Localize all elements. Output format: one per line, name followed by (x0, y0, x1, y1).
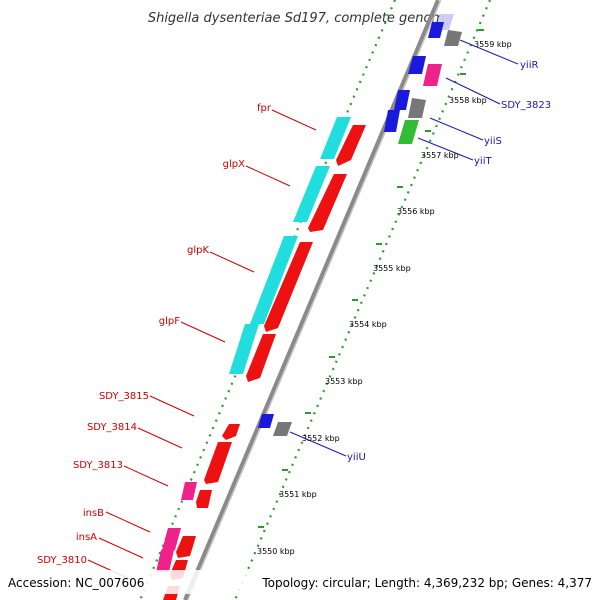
gene-yiiT-green[interactable] (398, 120, 419, 144)
gene-label-SDY_3814[interactable]: SDY_3814 (87, 422, 137, 433)
gene-label-glpF[interactable]: glpF (159, 316, 180, 327)
gene-insA-pink[interactable] (156, 550, 174, 572)
gene-fpr-red[interactable] (336, 125, 366, 166)
gene-yiiT-blue[interactable] (384, 110, 400, 132)
scale-label-3551: 3551 kbp (279, 490, 317, 499)
gene-yiiU-grey[interactable] (273, 422, 292, 436)
gene-yiiR-blue[interactable] (408, 56, 426, 74)
gene-SDY_3823-pink[interactable] (423, 64, 442, 86)
scale-label-3556: 3556 kbp (397, 207, 435, 216)
gene-insB-red[interactable] (176, 536, 196, 558)
gene-glpF-red[interactable] (246, 334, 276, 382)
scale-label-3550: 3550 kbp (257, 547, 295, 556)
gene-SDY_3813-red[interactable] (196, 490, 212, 508)
gene-SDY_3814[interactable] (204, 442, 232, 484)
gene-label-insA[interactable]: insA (76, 532, 97, 543)
genome-title: Shigella dysenteriae Sd197, complete gen… (148, 11, 452, 26)
gene-label-insB[interactable]: insB (83, 508, 104, 519)
scale-label-3553: 3553 kbp (325, 377, 363, 386)
gene-label-SDY_3813[interactable]: SDY_3813 (73, 460, 123, 471)
genome-backbone (183, 0, 440, 600)
gene-fpr-cyan[interactable] (320, 117, 351, 159)
scale-label-3557: 3557 kbp (421, 151, 459, 160)
gene-insB-pink[interactable] (162, 528, 181, 550)
gene-glpF-cyan[interactable] (229, 324, 259, 374)
gene-yiiS-grey[interactable] (408, 98, 426, 118)
leader-lines-left (87, 109, 317, 581)
gene-glpX-red[interactable] (308, 174, 347, 232)
gene-yiiU-blue[interactable] (258, 414, 274, 428)
scale-label-3559: 3559 kbp (474, 40, 512, 49)
gene-label-yiiS[interactable]: yiiS (484, 136, 502, 147)
gene-glpK-cyan[interactable] (250, 236, 298, 324)
gene-label-glpX[interactable]: glpX (223, 159, 245, 170)
scale-label-3558: 3558 kbp (449, 96, 487, 105)
gene-label-yiiR[interactable]: yiiR (520, 60, 538, 71)
scale-label-3555: 3555 kbp (373, 264, 411, 273)
scale-label-3552: 3552 kbp (302, 434, 340, 443)
gene-SDY_3815[interactable] (222, 424, 240, 440)
gene-label-yiiU[interactable]: yiiU (347, 452, 366, 463)
genome-stats-text: Topology: circular; Length: 4,369,232 bp… (261, 576, 592, 590)
gene-SDY_3813-pink[interactable] (181, 482, 197, 500)
gene-label-fpr[interactable]: fpr (257, 103, 272, 114)
gene-top-blue[interactable] (428, 22, 444, 38)
gene-glpX-cyan[interactable] (293, 166, 330, 222)
gene-top-grey[interactable] (444, 30, 462, 46)
gene-glpK-red[interactable] (264, 242, 313, 332)
scale-label-3554: 3554 kbp (349, 320, 387, 329)
footer-background (0, 570, 600, 594)
gene-label-SDY_3815[interactable]: SDY_3815 (99, 391, 149, 402)
ruler-ticks (258, 29, 484, 528)
leader-lines-right (289, 39, 519, 457)
gene-label-SDY_3823[interactable]: SDY_3823 (501, 100, 551, 111)
gene-label-yiiT[interactable]: yiiT (474, 156, 492, 167)
gene-yiiS-blue1[interactable] (394, 90, 410, 110)
gene-label-glpK[interactable]: glpK (187, 245, 209, 256)
accession-text: Accession: NC_007606 (8, 576, 144, 590)
gene-label-SDY_3810[interactable]: SDY_3810 (37, 555, 87, 566)
